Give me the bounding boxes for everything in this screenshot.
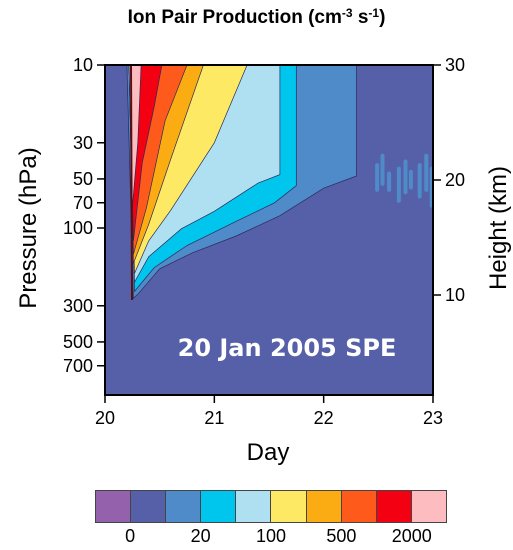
axis-ticks: 20 21 22 23 10 30 50 70 100 300 500 700 10 20 30 [63, 55, 465, 428]
noise-streak [387, 171, 392, 192]
noise-streak [417, 163, 422, 199]
x-tick-label: 20 [95, 408, 115, 428]
noise-streak [380, 153, 385, 186]
y-tick-label: 300 [63, 296, 93, 316]
y-tick-label: 10 [73, 55, 93, 75]
colorbar-swatch [306, 491, 342, 522]
noise-streak [403, 159, 408, 195]
y-tick-label: 30 [73, 133, 93, 153]
event-annotation: 20 Jan 2005 SPE [178, 334, 397, 362]
y-tick-label: 700 [63, 356, 93, 376]
colorbar-tick-label: 2000 [391, 526, 432, 546]
chart-title: Ion Pair Production (cm-3 s-1) [127, 6, 386, 28]
x-tick-label: 21 [204, 408, 224, 428]
y-tick-label: 50 [73, 169, 93, 189]
y2-tick-label: 20 [445, 170, 465, 190]
noise-features [375, 153, 433, 208]
x-axis-label: Day [247, 439, 290, 466]
noise-streak [375, 163, 380, 192]
y2-axis-label: Height (km) [485, 166, 512, 290]
y-tick-label: 100 [63, 218, 93, 238]
colorbar-swatch [271, 491, 307, 522]
colorbar-swatch [166, 491, 202, 522]
noise-streak [424, 153, 429, 192]
plot-frame [104, 64, 434, 396]
contour-layer [126, 65, 357, 300]
y-tick-label: 500 [63, 332, 93, 352]
y-axis-label: Pressure (hPa) [15, 147, 42, 308]
colorbar-tick-label: 0 [125, 526, 136, 546]
noise-streak [408, 169, 413, 190]
y2-tick-label: 30 [445, 55, 465, 75]
colorbar-tick-label: 500 [326, 526, 357, 546]
colorbar-swatch [341, 491, 377, 522]
y-tick-label: 70 [73, 193, 93, 213]
terminator-line [130, 64, 133, 301]
colorbar-tick-label: 100 [255, 526, 287, 546]
colorbar-swatch [131, 491, 167, 522]
colorbar-swatch [201, 491, 237, 522]
x-tick-label: 22 [314, 408, 334, 428]
colorbar-swatch [236, 491, 272, 522]
colorbar-swatch [96, 491, 132, 522]
colorbar [95, 490, 447, 523]
colorbar-tick-label: 20 [190, 526, 211, 546]
colorbar-swatch [411, 491, 446, 522]
y2-tick-label: 10 [445, 285, 465, 305]
noise-streak [396, 166, 401, 203]
colorbar-swatch [376, 491, 412, 522]
x-tick-label: 23 [423, 408, 443, 428]
